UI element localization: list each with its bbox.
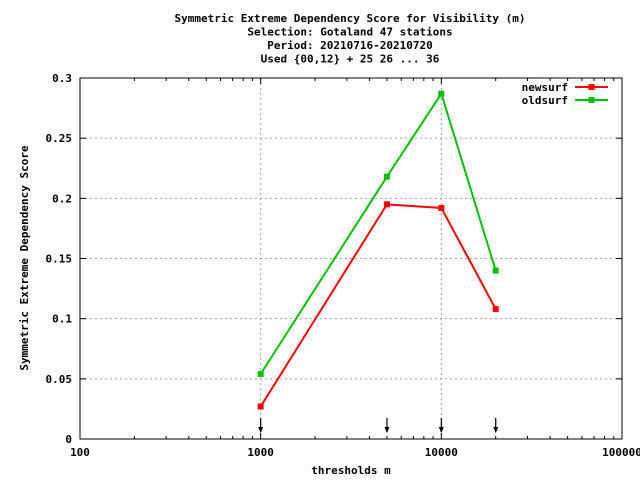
data-point (383, 201, 390, 208)
x-tick-label: 100 (70, 446, 90, 459)
x-tick-label: 100000 (602, 446, 640, 459)
y-tick-label: 0.15 (46, 253, 73, 266)
threshold-arrow (258, 418, 264, 433)
series-line (259, 91, 497, 375)
arrow-head (438, 427, 444, 433)
x-axis-label: thresholds m (311, 464, 391, 477)
legend-marker (588, 97, 595, 103)
x-tick-label: 10000 (425, 446, 458, 459)
y-axis: 0 0.05 0.1 0.15 0.2 0.25 0.3 (46, 72, 622, 446)
data-point (492, 267, 499, 274)
threshold-arrow (438, 418, 444, 433)
y-tick-label: 0.25 (46, 132, 73, 145)
title-line: Used {00,12} + 25 26 ... 36 (261, 53, 440, 66)
series-line (259, 203, 497, 408)
title-line: Period: 20210716-20210720 (267, 39, 433, 52)
data-point (257, 403, 264, 410)
arrow-head (258, 427, 264, 433)
threshold-markers (258, 418, 499, 433)
data-point (438, 204, 445, 211)
series-newsurf (257, 201, 499, 410)
legend-label: oldsurf (522, 94, 568, 107)
y-tick-label: 0.05 (46, 373, 73, 386)
x-axis: 100 1000 10000 100000 (70, 78, 640, 459)
threshold-arrow (384, 418, 390, 433)
threshold-arrow (493, 418, 499, 433)
data-point (438, 90, 445, 97)
chart-title: Symmetric Extreme Dependency Score for V… (175, 12, 526, 66)
grid (80, 78, 622, 439)
arrow-head (493, 427, 499, 433)
x-tick-label: 1000 (247, 446, 274, 459)
y-tick-label: 0 (65, 433, 72, 446)
legend-label: newsurf (522, 81, 568, 94)
series (257, 90, 499, 410)
y-tick-label: 0.2 (52, 192, 72, 205)
y-axis-label: Symmetric Extreme Dependency Score (18, 145, 31, 371)
title-line: Selection: Gotaland 47 stations (247, 26, 452, 39)
y-tick-label: 0.1 (52, 313, 72, 326)
data-point (257, 371, 264, 378)
y-tick-label: 0.3 (52, 72, 72, 85)
data-point (383, 173, 390, 180)
legend-marker (588, 84, 595, 90)
title-line: Symmetric Extreme Dependency Score for V… (175, 12, 526, 25)
arrow-head (384, 427, 390, 433)
data-point (492, 306, 499, 313)
series-oldsurf (257, 90, 499, 378)
